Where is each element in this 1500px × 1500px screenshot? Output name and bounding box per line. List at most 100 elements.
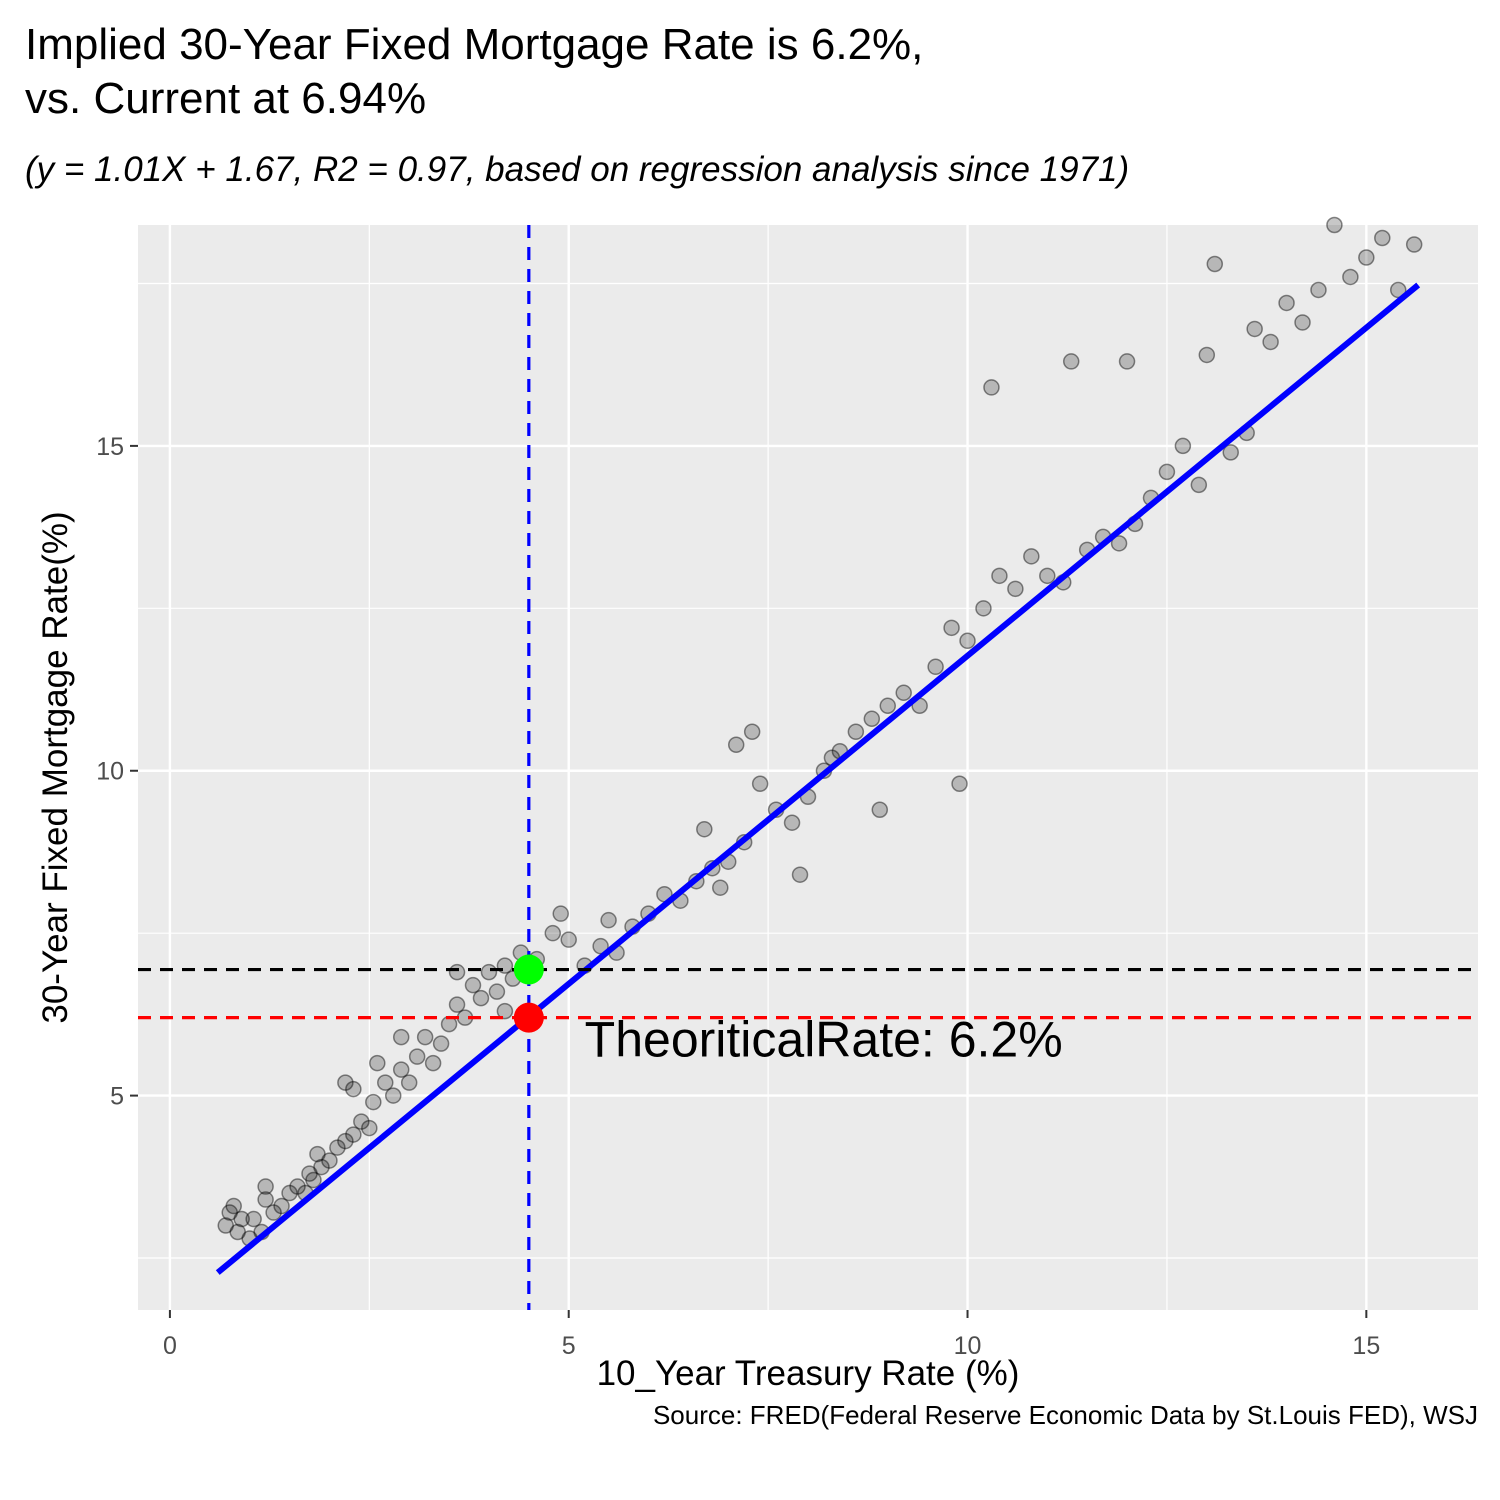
data-point [791, 866, 809, 883]
data-point [1062, 353, 1080, 370]
data-point [696, 820, 713, 838]
data-point [975, 600, 992, 617]
data-point [927, 658, 944, 676]
data-point [432, 1035, 450, 1052]
data-point [1110, 535, 1128, 552]
data-point [847, 723, 865, 741]
data-point [751, 775, 769, 792]
data-point [313, 1158, 330, 1176]
data-point [943, 619, 960, 637]
data-point [783, 814, 801, 831]
data-point [863, 710, 881, 728]
data-point [1198, 346, 1216, 364]
chart-title: Implied 30-Year Fixed Mortgage Rate is 6… [25, 20, 924, 123]
data-point [301, 1165, 318, 1182]
data-point [871, 801, 889, 818]
data-point [229, 1223, 246, 1241]
data-point [1190, 476, 1208, 494]
x-tick-label: 10 [954, 1332, 982, 1360]
data-point [377, 1074, 394, 1091]
data-point [305, 1171, 322, 1189]
reference-lines [138, 225, 1478, 1310]
data-point [245, 1210, 262, 1228]
data-point [472, 989, 490, 1007]
data-point [273, 1197, 290, 1215]
data-point [353, 1113, 370, 1130]
data-point [424, 1054, 442, 1072]
y-tick-label: 10 [96, 758, 124, 786]
x-tick-label: 15 [1352, 1332, 1380, 1360]
data-point [329, 1139, 346, 1156]
data-point [1039, 567, 1056, 585]
data-point [552, 905, 569, 922]
data-point [361, 1119, 378, 1137]
data-point [257, 1191, 274, 1208]
data-point [1342, 268, 1359, 286]
data-point [392, 1061, 410, 1078]
data-point [408, 1048, 426, 1065]
data-point [1374, 229, 1391, 247]
data-point [233, 1210, 250, 1228]
axes: 0 5 10 15 5 10 15 [96, 433, 1380, 1360]
data-point [337, 1132, 354, 1150]
y-axis-title: 30-Year Fixed Mortgage Rate(%) [36, 511, 75, 1023]
data-point [337, 1074, 354, 1091]
data-point [879, 697, 897, 715]
data-point [1158, 463, 1176, 481]
data-point [895, 684, 912, 702]
data-point [221, 1204, 238, 1221]
data-point [1358, 249, 1375, 266]
data-point [321, 1152, 338, 1169]
data-point [1222, 444, 1239, 461]
x-axis-title: 10_Year Treasury Rate (%) [597, 1354, 1020, 1393]
theoretical-rate-annotation: TheoriticalRate: 6.2% [585, 1012, 1063, 1068]
grid-minor [138, 225, 1478, 1310]
data-point [1310, 281, 1327, 299]
data-point [544, 924, 562, 942]
data-point [265, 1204, 282, 1221]
data-point [1262, 333, 1279, 351]
data-points [215, 216, 1423, 1275]
data-point [951, 775, 968, 792]
data-point [345, 1126, 362, 1143]
data-point [289, 1178, 306, 1195]
data-point [1294, 314, 1311, 331]
data-point [1389, 281, 1407, 299]
plot-panel [138, 225, 1478, 1310]
data-point [560, 931, 577, 948]
data-point [345, 1080, 362, 1098]
data-point [959, 632, 976, 650]
regression-line [215, 282, 1421, 1275]
data-point [1206, 255, 1224, 273]
data-point [225, 1197, 242, 1215]
data-point [496, 1002, 514, 1020]
data-point [480, 963, 498, 981]
data-point [488, 983, 506, 1000]
source-caption: Source: FRED(Federal Reserve Economic Da… [652, 1400, 1478, 1430]
data-point [416, 1028, 434, 1046]
data-point [392, 1028, 410, 1046]
data-point [600, 911, 617, 929]
data-point [1246, 320, 1263, 338]
y-tick-label: 5 [110, 1083, 124, 1111]
data-point [1023, 548, 1040, 565]
data-point [309, 1145, 326, 1163]
data-point [257, 1178, 274, 1195]
x-tick-label: 5 [562, 1332, 576, 1360]
data-point [1278, 294, 1295, 312]
data-point [1326, 216, 1343, 234]
data-point [1174, 437, 1192, 455]
data-point [712, 879, 729, 896]
data-point [365, 1093, 382, 1111]
data-point [727, 736, 745, 754]
x-tick-label: 0 [163, 1332, 177, 1360]
grid-major [138, 225, 1478, 1310]
data-point [448, 996, 466, 1013]
data-point [400, 1074, 418, 1091]
chart-subtitle: (y = 1.01X + 1.67, R2 = 0.97, based on r… [25, 150, 1130, 189]
data-point [1118, 353, 1136, 370]
data-point [464, 976, 482, 994]
data-point [991, 567, 1008, 585]
data-point [592, 937, 609, 955]
